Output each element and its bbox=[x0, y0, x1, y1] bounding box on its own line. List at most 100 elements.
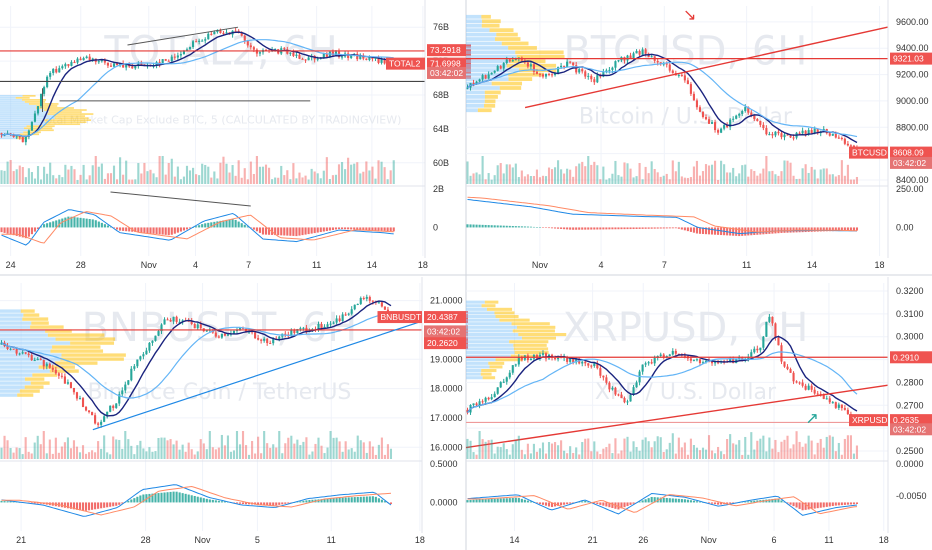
macd-histogram-bar bbox=[222, 220, 225, 228]
macd-histogram-bar bbox=[286, 227, 289, 236]
volume-bar bbox=[66, 437, 69, 459]
volume-profile-down-13 bbox=[466, 72, 509, 77]
volume-bar bbox=[75, 446, 79, 459]
candle-body bbox=[100, 421, 103, 425]
volume-bar bbox=[185, 165, 189, 184]
volume-bar bbox=[131, 179, 134, 184]
candle-body bbox=[252, 47, 255, 50]
candle-body bbox=[112, 63, 116, 67]
macd-histogram-bar bbox=[517, 498, 520, 503]
volume-profile-down-5 bbox=[466, 318, 500, 322]
volume-bar bbox=[611, 453, 614, 459]
candle-body bbox=[154, 335, 157, 341]
macd-histogram-bar bbox=[563, 502, 566, 505]
macd-histogram-bar bbox=[353, 497, 356, 503]
macd-histogram-bar bbox=[63, 502, 66, 508]
candle-body bbox=[611, 67, 614, 70]
volume-bar bbox=[286, 170, 289, 184]
macd-histogram-bar bbox=[301, 227, 304, 236]
macd-histogram-bar bbox=[103, 224, 106, 228]
macd-histogram-bar bbox=[166, 492, 169, 503]
candle-body bbox=[362, 55, 365, 59]
candle-body bbox=[118, 394, 121, 404]
volume-profile-down-2 bbox=[0, 317, 23, 321]
candle-body bbox=[295, 54, 298, 56]
candle-body bbox=[232, 330, 236, 334]
macd-histogram-bar bbox=[269, 502, 272, 506]
candle-body bbox=[334, 51, 338, 56]
macd-histogram-bar bbox=[214, 500, 217, 503]
candle-body bbox=[566, 356, 569, 362]
candle-body bbox=[572, 62, 575, 66]
volume-bar bbox=[347, 157, 350, 184]
macd-histogram-bar bbox=[523, 226, 526, 228]
macd-histogram-bar bbox=[280, 227, 283, 236]
volume-profile-down-11 bbox=[0, 117, 55, 119]
candle-body bbox=[362, 298, 365, 300]
volume-bar bbox=[650, 447, 653, 459]
volume-profile-down-16 bbox=[0, 373, 33, 377]
macd-histogram-bar bbox=[469, 499, 472, 503]
candle-body bbox=[831, 133, 834, 136]
candle-body bbox=[122, 63, 125, 68]
candle-body bbox=[602, 375, 605, 378]
pane2-tick-label: 2B bbox=[433, 184, 444, 194]
candle-body bbox=[554, 357, 557, 360]
price-tag-bg bbox=[890, 146, 932, 159]
candle-body bbox=[475, 81, 478, 84]
volume-profile-down-4 bbox=[0, 325, 31, 329]
volume-bar bbox=[264, 164, 268, 184]
volume-bar bbox=[849, 179, 852, 184]
volume-bar bbox=[596, 165, 599, 184]
candle-body bbox=[73, 62, 76, 64]
macd-histogram-bar bbox=[88, 502, 91, 511]
volume-bar bbox=[246, 179, 249, 184]
volume-profile-down-13 bbox=[0, 361, 55, 365]
macd-histogram-bar bbox=[852, 227, 855, 231]
macd-histogram-bar bbox=[720, 502, 723, 505]
x-tick-label: 11 bbox=[742, 260, 751, 270]
volume-profile-down-19 bbox=[466, 369, 482, 373]
volume-profile-down-0 bbox=[466, 300, 485, 304]
candle-body bbox=[729, 119, 732, 128]
volume-bar bbox=[386, 179, 389, 184]
volume-bar bbox=[765, 451, 768, 459]
macd-histogram-bar bbox=[593, 227, 596, 230]
price-tag-bg bbox=[890, 414, 932, 427]
volume-bar bbox=[741, 165, 744, 184]
macd-signal-line bbox=[467, 196, 858, 233]
volume-profile-down-12 bbox=[0, 357, 61, 361]
macd-histogram-bar bbox=[223, 501, 226, 503]
macd-histogram-bar bbox=[710, 502, 714, 504]
volume-bar bbox=[517, 435, 520, 459]
volume-bar bbox=[469, 440, 472, 459]
macd-histogram-bar bbox=[134, 227, 137, 233]
candle-body bbox=[720, 128, 723, 133]
candle-body bbox=[831, 402, 834, 404]
volume-bar bbox=[251, 440, 254, 459]
macd-histogram-bar bbox=[484, 499, 487, 503]
candle-body bbox=[695, 359, 699, 361]
candle-body bbox=[717, 130, 720, 133]
macd-histogram-bar bbox=[76, 217, 79, 228]
macd-histogram-bar bbox=[780, 227, 783, 233]
candle-body bbox=[614, 61, 617, 68]
candle-body bbox=[178, 321, 181, 323]
x-tick-label: Nov bbox=[532, 260, 549, 270]
macd-histogram-bar bbox=[155, 227, 158, 235]
volume-bar bbox=[130, 445, 133, 459]
y-tick-label: 9600.00 bbox=[896, 17, 929, 27]
volume-bar bbox=[228, 172, 231, 184]
macd-histogram-bar bbox=[332, 498, 335, 503]
volume-bar bbox=[596, 451, 599, 459]
volume-bar bbox=[659, 176, 662, 184]
macd-histogram-bar bbox=[284, 502, 287, 504]
volume-bar bbox=[535, 169, 539, 184]
candle-body bbox=[846, 409, 849, 415]
macd-histogram-bar bbox=[538, 227, 542, 228]
volume-bar bbox=[774, 174, 777, 184]
